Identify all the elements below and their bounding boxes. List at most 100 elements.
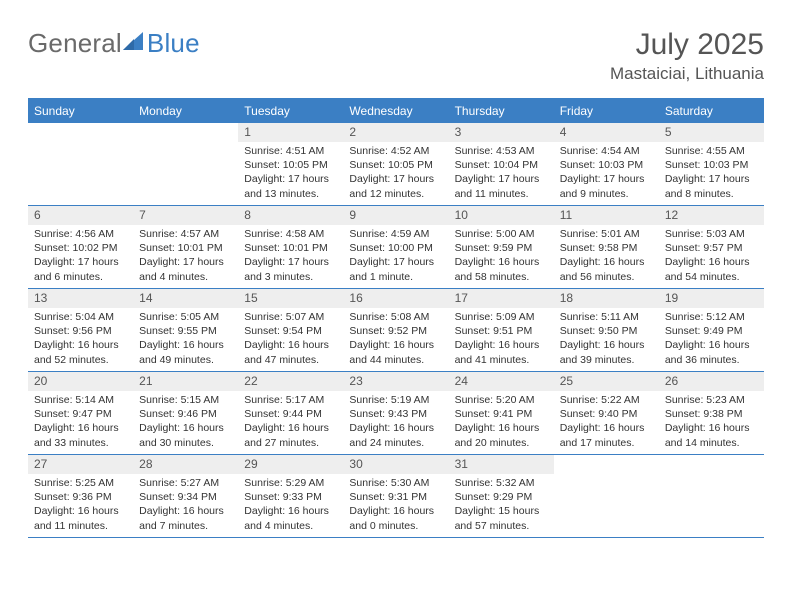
- week-row: 20Sunrise: 5:14 AMSunset: 9:47 PMDayligh…: [28, 372, 764, 455]
- day-cell: 29Sunrise: 5:29 AMSunset: 9:33 PMDayligh…: [238, 455, 343, 537]
- day-number: 20: [28, 372, 133, 391]
- day-cell: 9Sunrise: 4:59 AMSunset: 10:00 PMDayligh…: [343, 206, 448, 288]
- day-number: 25: [554, 372, 659, 391]
- day-number: 1: [238, 123, 343, 142]
- day-details: Sunrise: 5:09 AMSunset: 9:51 PMDaylight:…: [449, 308, 554, 371]
- day-details: Sunrise: 5:20 AMSunset: 9:41 PMDaylight:…: [449, 391, 554, 454]
- day-cell: 26Sunrise: 5:23 AMSunset: 9:38 PMDayligh…: [659, 372, 764, 454]
- day-number: 11: [554, 206, 659, 225]
- day-number: 9: [343, 206, 448, 225]
- weeks-container: 1Sunrise: 4:51 AMSunset: 10:05 PMDayligh…: [28, 123, 764, 538]
- day-number: 8: [238, 206, 343, 225]
- title-block: July 2025 Mastaiciai, Lithuania: [610, 28, 764, 84]
- day-number: 27: [28, 455, 133, 474]
- day-details: Sunrise: 5:12 AMSunset: 9:49 PMDaylight:…: [659, 308, 764, 371]
- day-cell: 21Sunrise: 5:15 AMSunset: 9:46 PMDayligh…: [133, 372, 238, 454]
- day-cell: 8Sunrise: 4:58 AMSunset: 10:01 PMDayligh…: [238, 206, 343, 288]
- day-number: 19: [659, 289, 764, 308]
- day-number: 26: [659, 372, 764, 391]
- day-number: 3: [449, 123, 554, 142]
- week-row: 13Sunrise: 5:04 AMSunset: 9:56 PMDayligh…: [28, 289, 764, 372]
- day-header-cell: Thursday: [449, 100, 554, 123]
- day-number: 7: [133, 206, 238, 225]
- day-cell: 24Sunrise: 5:20 AMSunset: 9:41 PMDayligh…: [449, 372, 554, 454]
- day-cell: 10Sunrise: 5:00 AMSunset: 9:59 PMDayligh…: [449, 206, 554, 288]
- day-details: Sunrise: 5:22 AMSunset: 9:40 PMDaylight:…: [554, 391, 659, 454]
- day-details: Sunrise: 5:19 AMSunset: 9:43 PMDaylight:…: [343, 391, 448, 454]
- day-cell: 13Sunrise: 5:04 AMSunset: 9:56 PMDayligh…: [28, 289, 133, 371]
- calendar: SundayMondayTuesdayWednesdayThursdayFrid…: [28, 98, 764, 538]
- day-cell: 2Sunrise: 4:52 AMSunset: 10:05 PMDayligh…: [343, 123, 448, 205]
- page: General Blue July 2025 Mastaiciai, Lithu…: [0, 0, 792, 538]
- day-details: Sunrise: 5:05 AMSunset: 9:55 PMDaylight:…: [133, 308, 238, 371]
- day-details: Sunrise: 5:07 AMSunset: 9:54 PMDaylight:…: [238, 308, 343, 371]
- day-cell: 18Sunrise: 5:11 AMSunset: 9:50 PMDayligh…: [554, 289, 659, 371]
- day-header-cell: Wednesday: [343, 100, 448, 123]
- day-details: Sunrise: 5:32 AMSunset: 9:29 PMDaylight:…: [449, 474, 554, 537]
- day-details: Sunrise: 4:55 AMSunset: 10:03 PMDaylight…: [659, 142, 764, 205]
- location-label: Mastaiciai, Lithuania: [610, 64, 764, 84]
- day-header-cell: Friday: [554, 100, 659, 123]
- day-number: 13: [28, 289, 133, 308]
- day-cell: [554, 455, 659, 537]
- logo-sail-icon: [123, 32, 145, 52]
- day-header-cell: Saturday: [659, 100, 764, 123]
- day-number: 31: [449, 455, 554, 474]
- day-number: 21: [133, 372, 238, 391]
- day-number: 4: [554, 123, 659, 142]
- day-details: Sunrise: 5:25 AMSunset: 9:36 PMDaylight:…: [28, 474, 133, 537]
- day-details: Sunrise: 4:54 AMSunset: 10:03 PMDaylight…: [554, 142, 659, 205]
- day-number: 14: [133, 289, 238, 308]
- day-details: Sunrise: 4:53 AMSunset: 10:04 PMDaylight…: [449, 142, 554, 205]
- day-cell: [28, 123, 133, 205]
- day-details: Sunrise: 5:01 AMSunset: 9:58 PMDaylight:…: [554, 225, 659, 288]
- day-cell: 16Sunrise: 5:08 AMSunset: 9:52 PMDayligh…: [343, 289, 448, 371]
- day-details: Sunrise: 4:51 AMSunset: 10:05 PMDaylight…: [238, 142, 343, 205]
- day-number: 2: [343, 123, 448, 142]
- day-header-row: SundayMondayTuesdayWednesdayThursdayFrid…: [28, 100, 764, 123]
- day-number: 30: [343, 455, 448, 474]
- day-cell: 19Sunrise: 5:12 AMSunset: 9:49 PMDayligh…: [659, 289, 764, 371]
- day-cell: 20Sunrise: 5:14 AMSunset: 9:47 PMDayligh…: [28, 372, 133, 454]
- day-details: Sunrise: 5:29 AMSunset: 9:33 PMDaylight:…: [238, 474, 343, 537]
- day-details: Sunrise: 5:23 AMSunset: 9:38 PMDaylight:…: [659, 391, 764, 454]
- day-cell: 28Sunrise: 5:27 AMSunset: 9:34 PMDayligh…: [133, 455, 238, 537]
- day-details: Sunrise: 5:27 AMSunset: 9:34 PMDaylight:…: [133, 474, 238, 537]
- day-number: 22: [238, 372, 343, 391]
- day-details: Sunrise: 5:00 AMSunset: 9:59 PMDaylight:…: [449, 225, 554, 288]
- day-cell: 4Sunrise: 4:54 AMSunset: 10:03 PMDayligh…: [554, 123, 659, 205]
- day-number: 16: [343, 289, 448, 308]
- day-details: Sunrise: 4:58 AMSunset: 10:01 PMDaylight…: [238, 225, 343, 288]
- day-cell: 22Sunrise: 5:17 AMSunset: 9:44 PMDayligh…: [238, 372, 343, 454]
- day-details: Sunrise: 5:11 AMSunset: 9:50 PMDaylight:…: [554, 308, 659, 371]
- day-cell: 11Sunrise: 5:01 AMSunset: 9:58 PMDayligh…: [554, 206, 659, 288]
- day-cell: 15Sunrise: 5:07 AMSunset: 9:54 PMDayligh…: [238, 289, 343, 371]
- day-details: Sunrise: 5:14 AMSunset: 9:47 PMDaylight:…: [28, 391, 133, 454]
- day-details: Sunrise: 4:52 AMSunset: 10:05 PMDaylight…: [343, 142, 448, 205]
- day-details: Sunrise: 4:56 AMSunset: 10:02 PMDaylight…: [28, 225, 133, 288]
- day-cell: 7Sunrise: 4:57 AMSunset: 10:01 PMDayligh…: [133, 206, 238, 288]
- week-row: 1Sunrise: 4:51 AMSunset: 10:05 PMDayligh…: [28, 123, 764, 206]
- day-details: Sunrise: 4:57 AMSunset: 10:01 PMDaylight…: [133, 225, 238, 288]
- day-header-cell: Monday: [133, 100, 238, 123]
- day-cell: 25Sunrise: 5:22 AMSunset: 9:40 PMDayligh…: [554, 372, 659, 454]
- day-header-cell: Tuesday: [238, 100, 343, 123]
- day-cell: 1Sunrise: 4:51 AMSunset: 10:05 PMDayligh…: [238, 123, 343, 205]
- day-cell: 5Sunrise: 4:55 AMSunset: 10:03 PMDayligh…: [659, 123, 764, 205]
- day-details: Sunrise: 5:03 AMSunset: 9:57 PMDaylight:…: [659, 225, 764, 288]
- day-cell: 27Sunrise: 5:25 AMSunset: 9:36 PMDayligh…: [28, 455, 133, 537]
- day-header-cell: Sunday: [28, 100, 133, 123]
- day-details: Sunrise: 4:59 AMSunset: 10:00 PMDaylight…: [343, 225, 448, 288]
- day-number: 12: [659, 206, 764, 225]
- day-details: Sunrise: 5:17 AMSunset: 9:44 PMDaylight:…: [238, 391, 343, 454]
- day-cell: [133, 123, 238, 205]
- day-number: 24: [449, 372, 554, 391]
- day-number: 28: [133, 455, 238, 474]
- day-number: 17: [449, 289, 554, 308]
- day-number: 29: [238, 455, 343, 474]
- day-cell: 23Sunrise: 5:19 AMSunset: 9:43 PMDayligh…: [343, 372, 448, 454]
- logo-word-2: Blue: [147, 28, 200, 59]
- day-details: Sunrise: 5:30 AMSunset: 9:31 PMDaylight:…: [343, 474, 448, 537]
- day-cell: 3Sunrise: 4:53 AMSunset: 10:04 PMDayligh…: [449, 123, 554, 205]
- day-number: 10: [449, 206, 554, 225]
